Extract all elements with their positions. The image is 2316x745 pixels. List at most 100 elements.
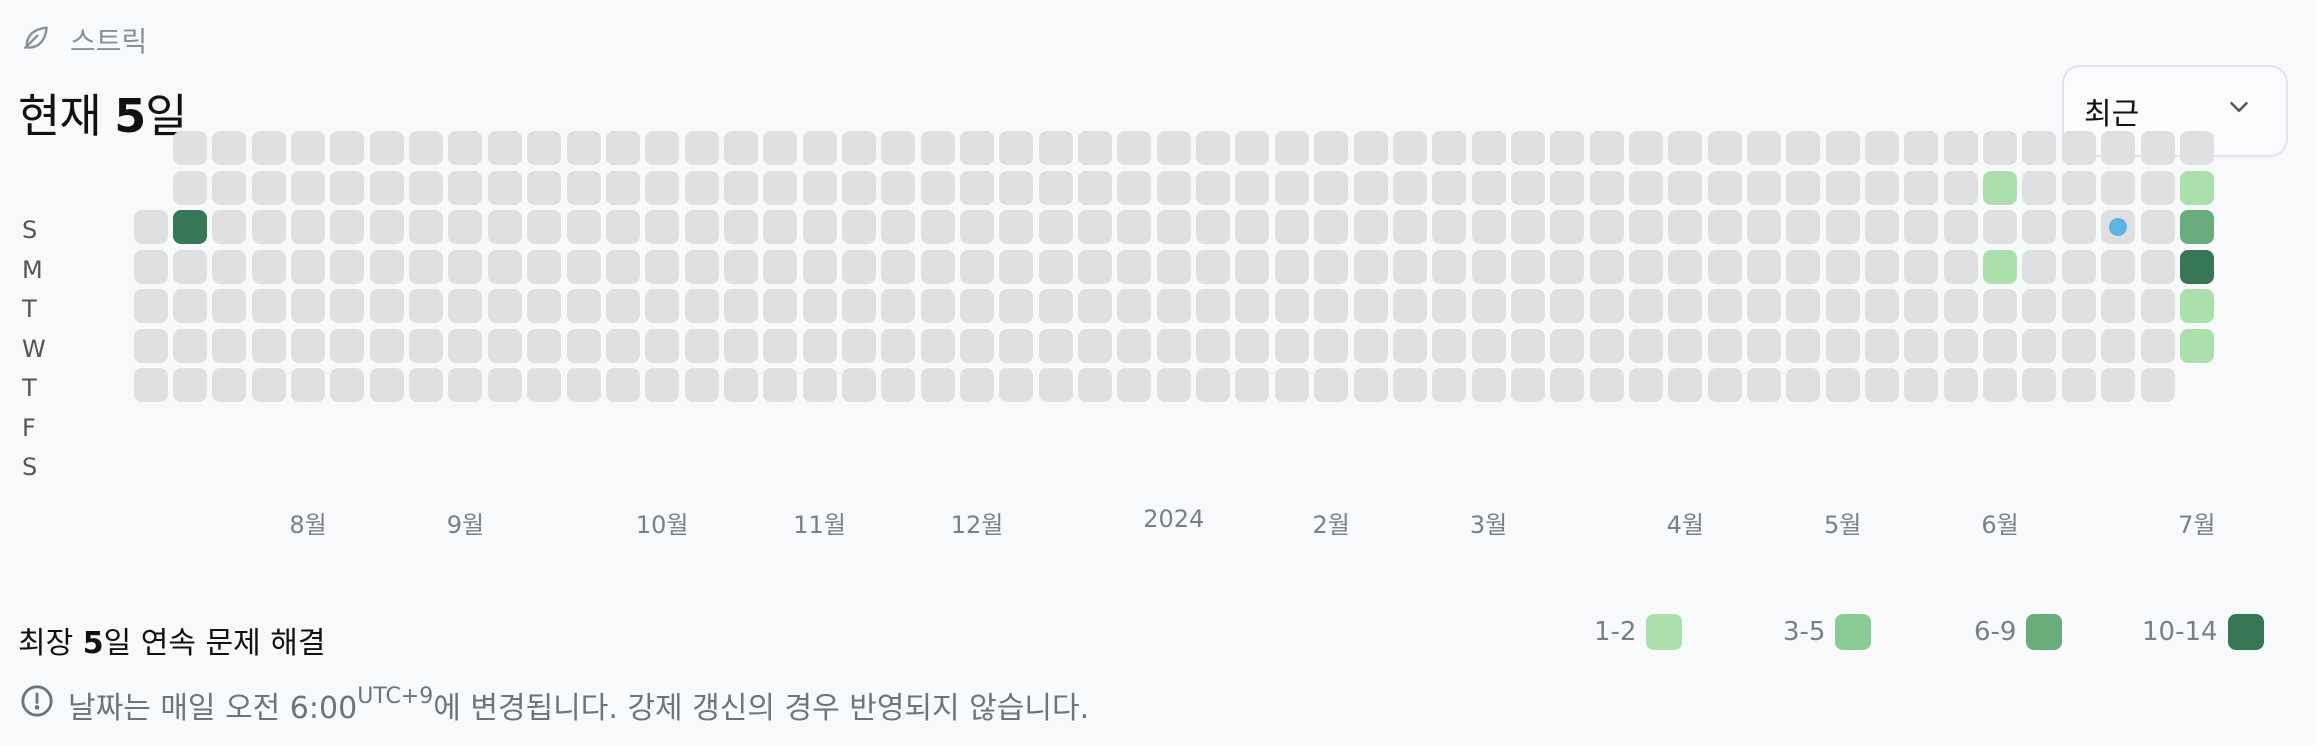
heatmap-day-cell[interactable]	[1314, 131, 1349, 165]
heatmap-day-cell[interactable]	[645, 131, 680, 165]
heatmap-day-cell[interactable]	[1865, 131, 1900, 165]
heatmap-day-cell[interactable]	[1747, 170, 1781, 205]
heatmap-day-cell[interactable]	[1274, 131, 1309, 165]
heatmap-day-cell[interactable]	[448, 289, 483, 323]
heatmap-day-cell[interactable]	[645, 289, 680, 323]
heatmap-day-cell[interactable]	[723, 249, 758, 284]
heatmap-day-cell[interactable]	[841, 368, 876, 402]
heatmap-day-cell[interactable]	[999, 368, 1034, 402]
heatmap-day-cell[interactable]	[251, 170, 286, 205]
heatmap-day-cell[interactable]	[1432, 328, 1467, 363]
heatmap-day-cell[interactable]	[291, 249, 326, 284]
heatmap-day-cell[interactable]	[920, 210, 955, 244]
heatmap-day-cell[interactable]	[605, 131, 640, 165]
heatmap-day-cell[interactable]	[1274, 328, 1309, 363]
heatmap-day-cell[interactable]	[684, 249, 719, 284]
heatmap-day-cell[interactable]	[920, 249, 955, 284]
heatmap-day-cell[interactable]	[291, 210, 326, 244]
heatmap-day-cell[interactable]	[1983, 210, 2018, 244]
heatmap-day-cell[interactable]	[645, 328, 680, 363]
heatmap-day-cell[interactable]	[841, 289, 876, 323]
heatmap-day-cell[interactable]	[1865, 210, 1900, 244]
heatmap-day-cell[interactable]	[2061, 249, 2096, 284]
heatmap-day-cell[interactable]	[212, 249, 247, 284]
heatmap-day-cell[interactable]	[369, 131, 404, 165]
heatmap-day-cell[interactable]	[1983, 131, 2018, 165]
heatmap-day-cell[interactable]	[1314, 249, 1349, 284]
heatmap-day-cell[interactable]	[1432, 368, 1467, 402]
heatmap-day-cell[interactable]	[133, 368, 168, 402]
heatmap-day-cell[interactable]	[1117, 249, 1152, 284]
heatmap-day-cell[interactable]	[1038, 289, 1073, 323]
heatmap-day-cell[interactable]	[684, 131, 719, 165]
heatmap-day-cell[interactable]	[1668, 328, 1703, 363]
heatmap-day-cell[interactable]	[527, 170, 562, 205]
heatmap-day-cell[interactable]	[2101, 131, 2136, 165]
heatmap-day-cell[interactable]	[841, 249, 876, 284]
heatmap-day-cell[interactable]	[1038, 368, 1073, 402]
heatmap-day-cell[interactable]	[1628, 210, 1663, 244]
heatmap-day-cell[interactable]	[409, 249, 444, 284]
heatmap-day-cell[interactable]	[1865, 368, 1900, 402]
heatmap-day-cell[interactable]	[1196, 368, 1231, 402]
heatmap-day-cell[interactable]	[1196, 170, 1231, 205]
heatmap-day-cell[interactable]	[1943, 289, 1978, 323]
heatmap-day-cell[interactable]	[1510, 328, 1545, 363]
heatmap-day-cell[interactable]	[960, 170, 994, 205]
heatmap-day-cell[interactable]	[1156, 210, 1191, 244]
heatmap-day-cell[interactable]	[684, 289, 719, 323]
heatmap-day-cell[interactable]	[1668, 368, 1703, 402]
heatmap-day-cell[interactable]	[1707, 249, 1742, 284]
heatmap-day-cell[interactable]	[566, 131, 601, 165]
heatmap-day-cell[interactable]	[173, 289, 207, 323]
heatmap-day-cell[interactable]	[1392, 289, 1427, 323]
heatmap-day-cell[interactable]	[960, 289, 994, 323]
heatmap-day-cell[interactable]	[1786, 170, 1821, 205]
heatmap-day-cell[interactable]	[605, 289, 640, 323]
heatmap-day-cell[interactable]	[251, 328, 286, 363]
heatmap-day-cell[interactable]	[1747, 328, 1781, 363]
heatmap-day-cell[interactable]	[802, 328, 837, 363]
heatmap-day-cell[interactable]	[802, 210, 837, 244]
heatmap-day-cell[interactable]	[723, 328, 758, 363]
heatmap-day-cell[interactable]	[1904, 170, 1939, 205]
heatmap-day-cell[interactable]	[763, 210, 798, 244]
heatmap-day-cell[interactable]	[1707, 131, 1742, 165]
heatmap-day-cell[interactable]	[2022, 210, 2057, 244]
heatmap-day-cell[interactable]	[1196, 328, 1231, 363]
heatmap-day-cell[interactable]	[1314, 210, 1349, 244]
heatmap-day-cell[interactable]	[1353, 210, 1388, 244]
heatmap-day-cell[interactable]	[1707, 328, 1742, 363]
heatmap-day-cell[interactable]	[1156, 328, 1191, 363]
heatmap-day-cell[interactable]	[487, 210, 522, 244]
heatmap-day-cell[interactable]	[2140, 210, 2175, 244]
heatmap-day-cell[interactable]	[173, 249, 207, 284]
heatmap-day-cell[interactable]	[369, 210, 404, 244]
heatmap-day-cell[interactable]	[1353, 249, 1388, 284]
heatmap-day-cell[interactable]	[487, 328, 522, 363]
heatmap-day-cell[interactable]	[1392, 249, 1427, 284]
heatmap-day-cell[interactable]	[645, 170, 680, 205]
heatmap-day-cell[interactable]	[802, 170, 837, 205]
heatmap-day-cell[interactable]	[1038, 249, 1073, 284]
heatmap-day-cell[interactable]	[763, 328, 798, 363]
heatmap-day-cell[interactable]	[1156, 368, 1191, 402]
heatmap-day-cell[interactable]	[409, 368, 444, 402]
heatmap-day-cell[interactable]	[1983, 368, 2018, 402]
heatmap-day-cell[interactable]	[2101, 170, 2136, 205]
heatmap-day-cell[interactable]	[566, 368, 601, 402]
heatmap-day-cell[interactable]	[802, 131, 837, 165]
heatmap-day-cell[interactable]	[1904, 249, 1939, 284]
heatmap-day-cell[interactable]	[1904, 328, 1939, 363]
heatmap-day-cell[interactable]	[291, 289, 326, 323]
heatmap-day-cell[interactable]	[605, 249, 640, 284]
heatmap-day-cell[interactable]	[684, 210, 719, 244]
heatmap-day-cell[interactable]	[1314, 170, 1349, 205]
heatmap-day-cell[interactable]	[1432, 131, 1467, 165]
heatmap-day-cell[interactable]	[133, 328, 168, 363]
heatmap-day-cell[interactable]	[1983, 249, 2018, 284]
heatmap-day-cell[interactable]	[1078, 328, 1113, 363]
heatmap-day-cell[interactable]	[330, 170, 365, 205]
heatmap-day-cell[interactable]	[1668, 249, 1703, 284]
heatmap-day-cell[interactable]	[999, 328, 1034, 363]
